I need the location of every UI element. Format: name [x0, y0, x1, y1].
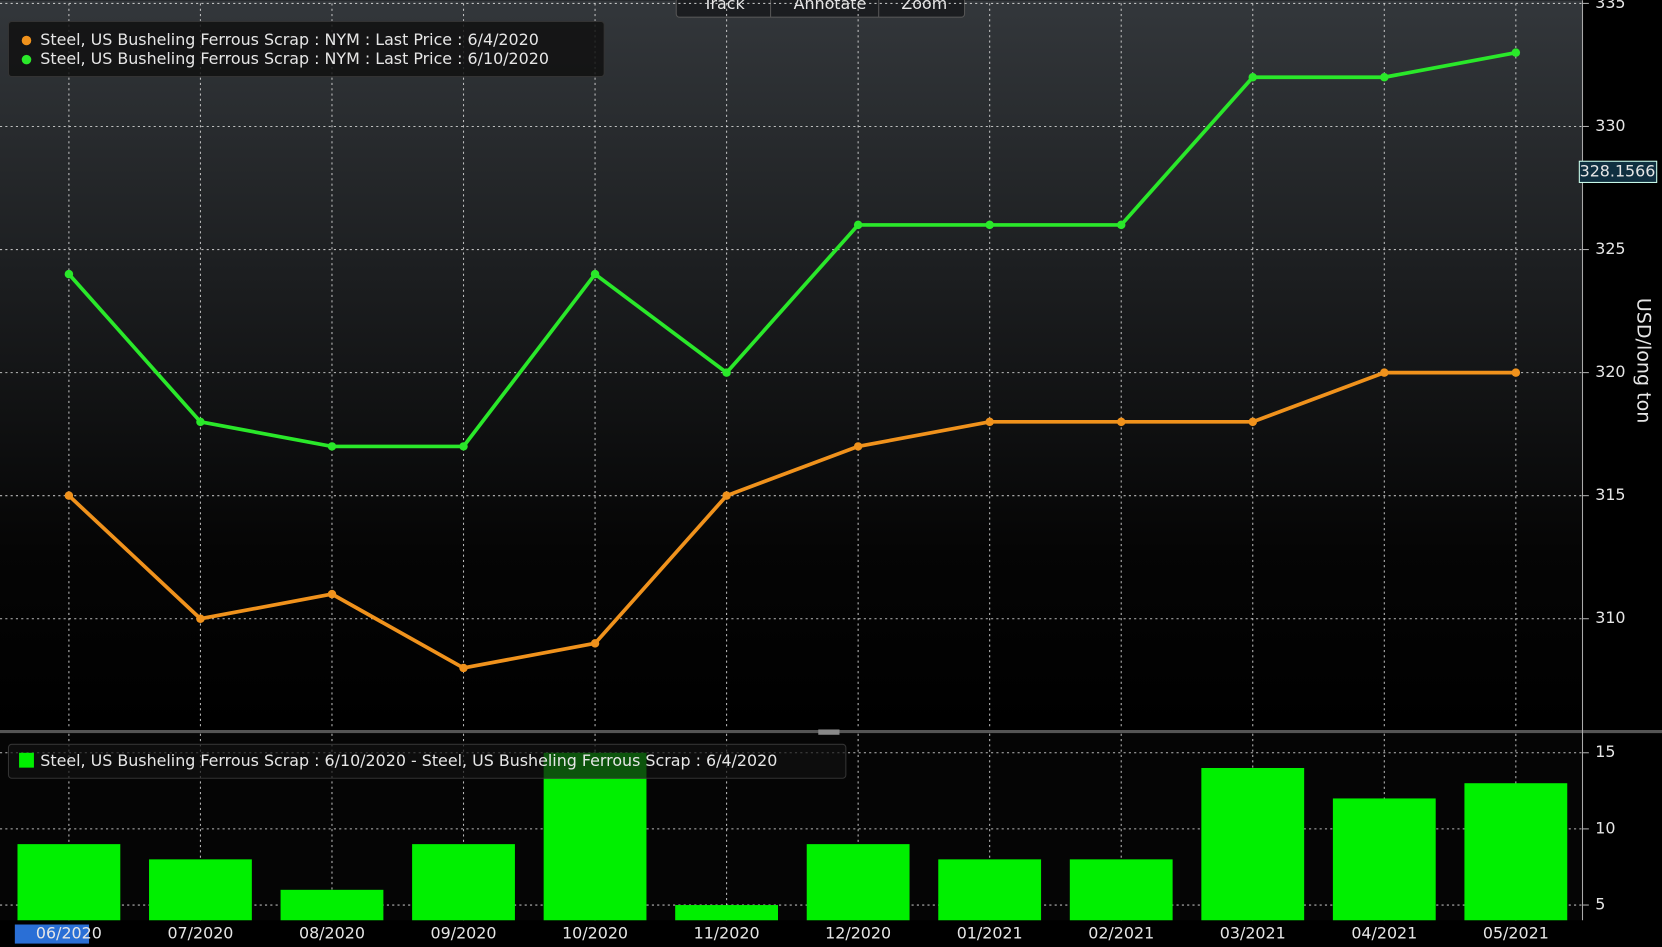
legend-marker	[21, 35, 32, 46]
x-tick-label: 03/2021	[1220, 924, 1286, 943]
point	[1116, 220, 1126, 230]
legend-marker	[21, 54, 32, 65]
bar	[280, 889, 384, 921]
x-tick-label: 02/2021	[1088, 924, 1154, 943]
legend-frame	[7, 743, 847, 779]
point	[590, 269, 600, 279]
legend-label: Steel, US Busheling Ferrous Scrap : 6/10…	[40, 751, 777, 770]
y-tick-label: 310	[1595, 608, 1625, 627]
y-tick-label: 15	[1595, 742, 1615, 761]
line-series	[67, 50, 1517, 449]
legend-marker	[19, 752, 34, 768]
y-tick-label: 335	[1595, 0, 1625, 12]
bar	[1201, 767, 1305, 921]
point	[64, 491, 74, 500]
point	[853, 220, 863, 230]
bar	[1332, 798, 1436, 921]
x-tick-label: 12/2020	[825, 924, 891, 943]
x-tick-label: 07/2020	[167, 924, 233, 943]
bar	[938, 859, 1042, 921]
x-tick-label: 05/2021	[1483, 924, 1549, 943]
point	[985, 220, 994, 230]
point	[459, 663, 468, 673]
toolbar-button[interactable]: Annotate	[794, 0, 867, 13]
legend-frame	[7, 20, 605, 78]
bar	[1464, 783, 1568, 921]
point	[1248, 73, 1257, 82]
last-price-box	[1578, 160, 1658, 183]
point	[722, 491, 731, 500]
toolbar: Track Annotate Zoom	[675, 0, 966, 18]
bar	[675, 905, 779, 921]
y-tick-label: 320	[1595, 362, 1625, 381]
y-tick-label: 315	[1595, 485, 1625, 504]
y-axis-label: USD/long ton	[1632, 298, 1654, 424]
toolbar-button[interactable]: Track	[702, 0, 745, 13]
upper-panel	[0, 0, 1583, 732]
bar	[17, 844, 121, 921]
point	[1511, 48, 1521, 57]
x-tick-label: 11/2020	[694, 924, 760, 943]
y-tick-label: 325	[1595, 239, 1625, 258]
legend-label: Steel, US Busheling Ferrous Scrap : NYM …	[40, 49, 549, 68]
point	[853, 442, 863, 451]
bar	[1069, 859, 1173, 921]
legend-label: Steel, US Busheling Ferrous Scrap : NYM …	[40, 30, 539, 49]
x-tick-label: 04/2021	[1351, 924, 1417, 943]
point	[590, 639, 600, 648]
point	[1116, 417, 1126, 427]
point	[1380, 73, 1389, 82]
toolbar-frame	[675, 0, 966, 18]
y-tick-label: 10	[1595, 818, 1615, 837]
point	[64, 269, 74, 279]
bar	[412, 844, 515, 921]
x-tick-label: 01/2021	[957, 924, 1023, 943]
x-tick-label: 09/2020	[431, 924, 497, 943]
bar	[149, 859, 252, 921]
point	[1511, 368, 1521, 377]
point	[1248, 417, 1257, 427]
x-tick-label: 06/2020	[36, 924, 102, 943]
point	[327, 442, 337, 451]
divider-handle	[818, 729, 840, 735]
line-series	[67, 370, 1516, 670]
toolbar-button[interactable]: Zoom	[901, 0, 947, 13]
point	[985, 417, 994, 427]
point	[196, 614, 205, 623]
bar	[806, 844, 910, 921]
point	[722, 368, 731, 377]
point	[1380, 368, 1389, 377]
x-tick-label: 10/2020	[562, 924, 628, 943]
point	[327, 589, 337, 599]
point	[196, 417, 205, 427]
bar	[543, 752, 647, 921]
point	[459, 442, 468, 451]
y-tick-label: 5	[1595, 895, 1605, 914]
last-price-label: 328.1566	[1580, 161, 1656, 180]
x-tick-label: 08/2020	[299, 924, 365, 943]
x-label-highlight	[14, 924, 90, 944]
y-tick-label: 330	[1595, 116, 1625, 135]
